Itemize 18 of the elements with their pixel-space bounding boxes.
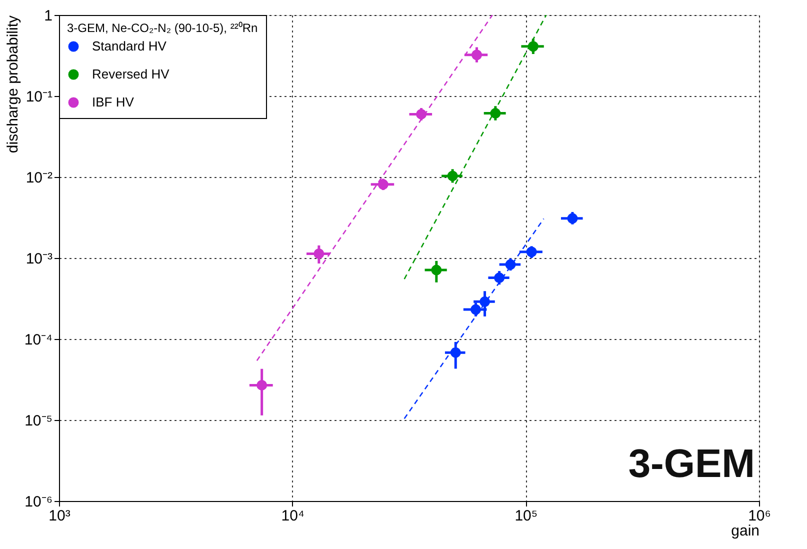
y-tick-label: 10⁻³ [26,250,52,268]
legend-label: IBF HV [92,94,134,110]
y-tick-label: 10⁻⁴ [24,332,52,348]
x-tick-label: 10³ [48,508,70,524]
x-tick-label: 10⁵ [514,508,538,524]
y-tick-label: 10⁻¹ [26,88,52,106]
legend-label: Standard HV [92,38,167,54]
x-tick-label: 10⁶ [748,508,771,524]
y-tick-label: 10⁻⁵ [24,412,52,430]
legend-label: Reversed HV [92,66,170,82]
y-axis-title: discharge probability [4,15,22,154]
annotation: 3-GEM [628,442,755,486]
y-tick-label: 10⁻⁶ [24,494,52,510]
legend-title: 3-GEM, Ne-CO₂-N₂ (90-10-5), ²²⁰Rn [67,21,258,35]
y-tick-label: 1 [44,8,52,24]
x-tick-label: 10⁴ [281,508,304,524]
x-axis-title: gain [731,522,760,540]
y-tick-label: 10⁻² [26,170,52,186]
